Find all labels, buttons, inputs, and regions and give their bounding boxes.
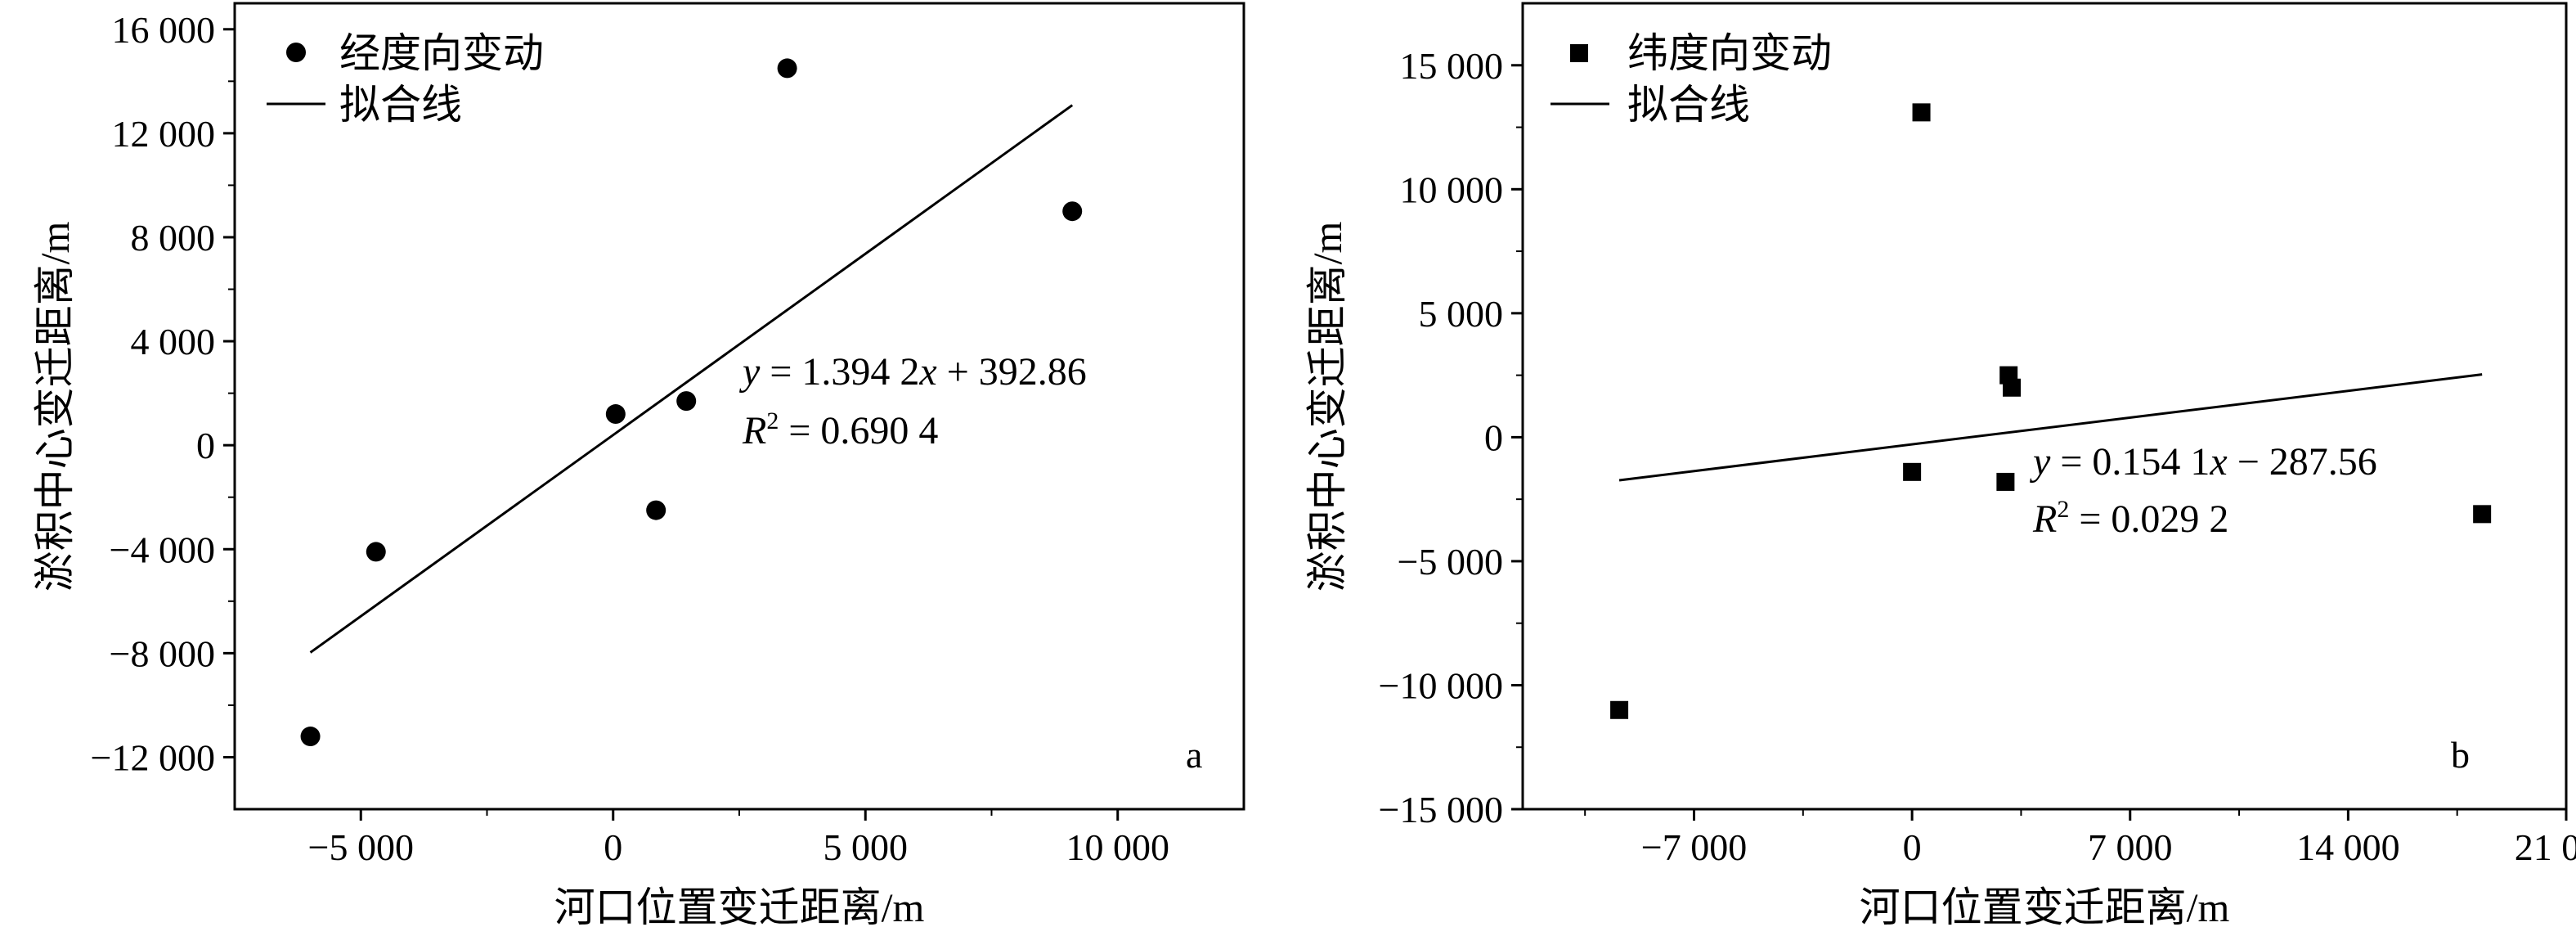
panel-a-eq-x: x — [918, 350, 936, 394]
panel-b-r2-value: = 0.029 2 — [2069, 497, 2228, 541]
panel-a-fit-line — [309, 104, 1074, 654]
panel-a-data-point — [1062, 201, 1083, 222]
panel-b-y-ticks: −15 000 −10 000 −5 000 0 5 000 10 000 15 000 — [1379, 45, 1523, 830]
panel-b-y-axis-title: 淤积中心变迁距离/m — [1304, 222, 1350, 592]
panel-b-data-point — [2003, 378, 2022, 397]
panel-a-y-tick-label: −12 000 — [91, 736, 215, 778]
panel-a-eq-y: y — [738, 350, 761, 394]
panel-a-r2-line: R2 = 0.690 4 — [742, 407, 938, 452]
panel-a-x-axis-title: 河口位置变迁距离/m — [554, 884, 925, 930]
panel-a-data-point — [777, 58, 797, 79]
panel-b-fit-line — [1618, 373, 2483, 482]
panel-b-data-point — [1912, 103, 1931, 122]
panel-a-eq-intercept: + 392.86 — [937, 350, 1087, 394]
panel-a-r2-value: = 0.690 4 — [779, 409, 938, 452]
panel-b-x-tick-label: −7 000 — [1641, 826, 1747, 868]
panel-b-equation: y = 0.154 1x − 287.56 R2 = 0.029 2 — [2029, 440, 2377, 541]
panel-b-eq-coef: = 0.154 1 — [2050, 440, 2210, 484]
panel-a-data-point — [605, 404, 626, 425]
panel-a-data-point — [646, 500, 666, 520]
panel-b-data-point — [1996, 472, 2015, 491]
panel-b-tag: b — [2451, 734, 2470, 776]
panel-a-y-axis-title: 淤积中心变迁距离/m — [32, 222, 78, 592]
panel-a-legend-circle-marker — [286, 43, 306, 62]
panel-b-data-point — [1903, 462, 1922, 481]
panel-b-x-axis-title: 河口位置变迁距离/m — [1860, 884, 2230, 930]
panel-b-r2-r: R — [2032, 497, 2057, 541]
panel-a-data-point — [366, 542, 386, 562]
panel-a-legend-fit-label: 拟合线 — [339, 82, 462, 128]
panel-a-equation-line: y = 1.394 2x + 392.86 — [738, 350, 1087, 394]
panel-a-x-ticks: −5 000 0 5 000 10 000 — [308, 809, 1169, 868]
panel-b-r2-sup: 2 — [2057, 496, 2069, 523]
panel-b-points — [1610, 103, 2492, 719]
panel-b-x-tick-label: 7 000 — [2088, 826, 2173, 868]
panel-a-legend: 经度向变动 拟合线 — [267, 30, 544, 128]
panel-b-frame — [1521, 2, 2568, 811]
panel-b-y-tick-label: 5 000 — [1419, 293, 1504, 335]
panel-a-tag: a — [1186, 734, 1202, 776]
panel-a-y-tick-label: 8 000 — [131, 217, 216, 259]
panel-b-x-tick-label: 14 000 — [2296, 826, 2400, 868]
panel-a-y-tick-label: 0 — [196, 425, 215, 466]
panel-a-data-point — [676, 391, 697, 412]
panel-b-r2-line: R2 = 0.029 2 — [2032, 496, 2228, 541]
panel-b-x-tick-label: 0 — [1903, 826, 1922, 868]
panel-b-x-tick-label: 21 000 — [2515, 826, 2576, 868]
panel-b-data-point — [2473, 505, 2492, 524]
panel-a-y-tick-label: −8 000 — [110, 632, 215, 674]
panel-a-y-tick-label: 4 000 — [131, 321, 216, 362]
panel-b-y-tick-label: −5 000 — [1398, 541, 1503, 583]
panel-b-x-ticks: −7 000 0 7 000 14 000 21 000 — [1584, 809, 2576, 868]
panel-b-legend-series-label: 纬度向变动 — [1627, 30, 1832, 76]
panel-a-x-tick-label: −5 000 — [308, 826, 414, 868]
panel-b-eq-y: y — [2029, 440, 2051, 484]
panel-a-y-ticks: −12 000 −8 000 −4 000 0 4 000 8 000 12 000 16 0… — [91, 9, 235, 778]
panel-b-eq-intercept: − 287.56 — [2228, 440, 2377, 484]
panel-a-points — [300, 58, 1083, 747]
panel-b-eq-x: x — [2209, 440, 2227, 484]
panel-b-legend: 纬度向变动 拟合线 — [1551, 30, 1832, 128]
panel-a-r2-r: R — [742, 409, 766, 452]
panel-b-y-tick-label: −10 000 — [1379, 664, 1503, 706]
panel-b-y-tick-label: 10 000 — [1400, 169, 1504, 210]
panel-a: −5 000 0 5 000 10 000 −12 000 −8 000 −4 000 0 4… — [32, 2, 1245, 930]
panel-b-legend-square-marker — [1570, 44, 1588, 62]
panel-b-y-tick-label: 15 000 — [1400, 45, 1504, 87]
panel-b-equation-line: y = 0.154 1x − 287.56 — [2029, 440, 2377, 484]
panel-a-y-tick-label: −4 000 — [110, 529, 215, 570]
panel-a-eq-coef: = 1.394 2 — [760, 350, 919, 394]
panel-a-equation: y = 1.394 2x + 392.86 R2 = 0.690 4 — [738, 350, 1087, 452]
panel-a-x-tick-label: 0 — [604, 826, 622, 868]
panel-a-legend-series-label: 经度向变动 — [339, 30, 544, 76]
panel-b-legend-fit-label: 拟合线 — [1627, 82, 1750, 128]
panel-b-y-tick-label: 0 — [1484, 416, 1503, 458]
panel-a-y-tick-label: 16 000 — [112, 9, 216, 51]
panel-b-y-tick-label: −15 000 — [1379, 789, 1503, 830]
panel-a-x-tick-label: 5 000 — [824, 826, 909, 868]
panel-a-r2-sup: 2 — [766, 407, 779, 434]
panel-b-data-point — [1610, 700, 1629, 719]
panel-a-y-tick-label: 12 000 — [112, 113, 216, 155]
panel-a-data-point — [300, 727, 321, 747]
panel-a-x-tick-label: 10 000 — [1066, 826, 1170, 868]
